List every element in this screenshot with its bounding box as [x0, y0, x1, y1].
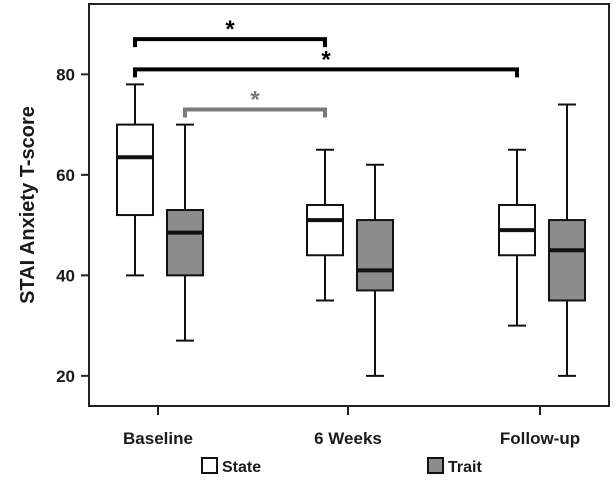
legend-swatch [427, 457, 444, 474]
significance-bracket-1: * [133, 46, 519, 78]
y-tick-label: 20 [56, 367, 75, 386]
boxplot-trait-0 [166, 123, 204, 342]
legend-label: Trait [448, 459, 482, 476]
boxplot-state-0 [116, 83, 154, 277]
x-axis: Baseline 6 Weeks Follow-up [123, 406, 580, 448]
legend-item-trait: Trait [427, 457, 482, 476]
boxplot-state-2 [498, 148, 536, 327]
significance-star: * [250, 87, 260, 114]
x-tick-label: 6 Weeks [314, 429, 382, 448]
significance-bracket-2: * [183, 87, 327, 118]
iqr-box [116, 123, 154, 217]
iqr-box [306, 204, 344, 257]
legend-label: State [222, 459, 261, 476]
bracket-line [133, 67, 519, 78]
y-axis: 20 40 60 80 [56, 65, 89, 386]
significance-bracket-0: * [133, 16, 327, 48]
legend-swatch [201, 457, 218, 474]
bracket-line [183, 107, 327, 118]
legend: State Trait [201, 457, 482, 476]
legend-item-state: State [201, 457, 261, 476]
boxplot-trait-1 [356, 163, 394, 377]
x-tick-label: Baseline [123, 429, 193, 448]
significance-star: * [321, 46, 331, 73]
iqr-box [356, 219, 394, 292]
y-tick-label: 60 [56, 166, 75, 185]
boxplot-state-1 [306, 148, 344, 302]
iqr-box [166, 209, 204, 277]
bracket-line [133, 37, 327, 48]
significance-brackets: * * * [133, 16, 519, 118]
boxplots [116, 83, 586, 377]
y-axis-title: STAI Anxiety T-score [17, 106, 39, 304]
iqr-box [548, 219, 586, 302]
x-tick-label: Follow-up [500, 429, 580, 448]
significance-star: * [225, 16, 235, 43]
y-tick-label: 80 [56, 65, 75, 84]
y-tick-label: 40 [56, 266, 75, 285]
boxplot-trait-2 [548, 103, 586, 377]
